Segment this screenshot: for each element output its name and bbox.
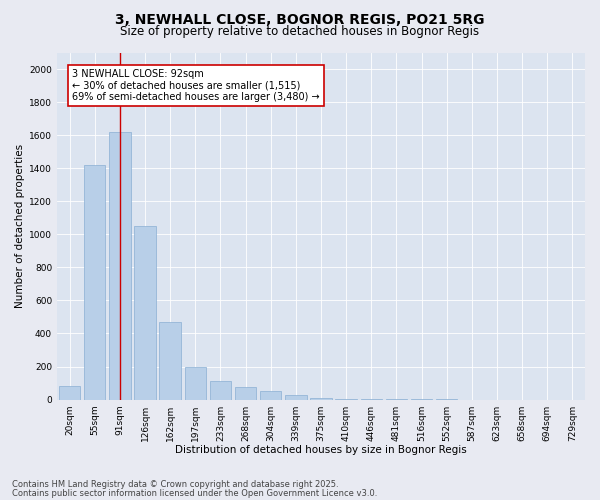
Text: 3 NEWHALL CLOSE: 92sqm
← 30% of detached houses are smaller (1,515)
69% of semi-: 3 NEWHALL CLOSE: 92sqm ← 30% of detached… — [72, 69, 320, 102]
Bar — [160, 322, 181, 400]
X-axis label: Distribution of detached houses by size in Bognor Regis: Distribution of detached houses by size … — [175, 445, 467, 455]
Bar — [134, 226, 156, 400]
Text: Size of property relative to detached houses in Bognor Regis: Size of property relative to detached ho… — [121, 25, 479, 38]
Bar — [210, 382, 231, 400]
Bar — [310, 398, 332, 400]
Text: Contains public sector information licensed under the Open Government Licence v3: Contains public sector information licen… — [12, 489, 377, 498]
Bar — [335, 399, 357, 400]
Bar — [235, 387, 256, 400]
Bar — [185, 366, 206, 400]
Bar — [109, 132, 131, 400]
Y-axis label: Number of detached properties: Number of detached properties — [15, 144, 25, 308]
Bar — [59, 386, 80, 400]
Bar — [84, 165, 106, 400]
Bar — [285, 394, 307, 400]
Text: 3, NEWHALL CLOSE, BOGNOR REGIS, PO21 5RG: 3, NEWHALL CLOSE, BOGNOR REGIS, PO21 5RG — [115, 12, 485, 26]
Text: Contains HM Land Registry data © Crown copyright and database right 2025.: Contains HM Land Registry data © Crown c… — [12, 480, 338, 489]
Bar — [260, 390, 281, 400]
